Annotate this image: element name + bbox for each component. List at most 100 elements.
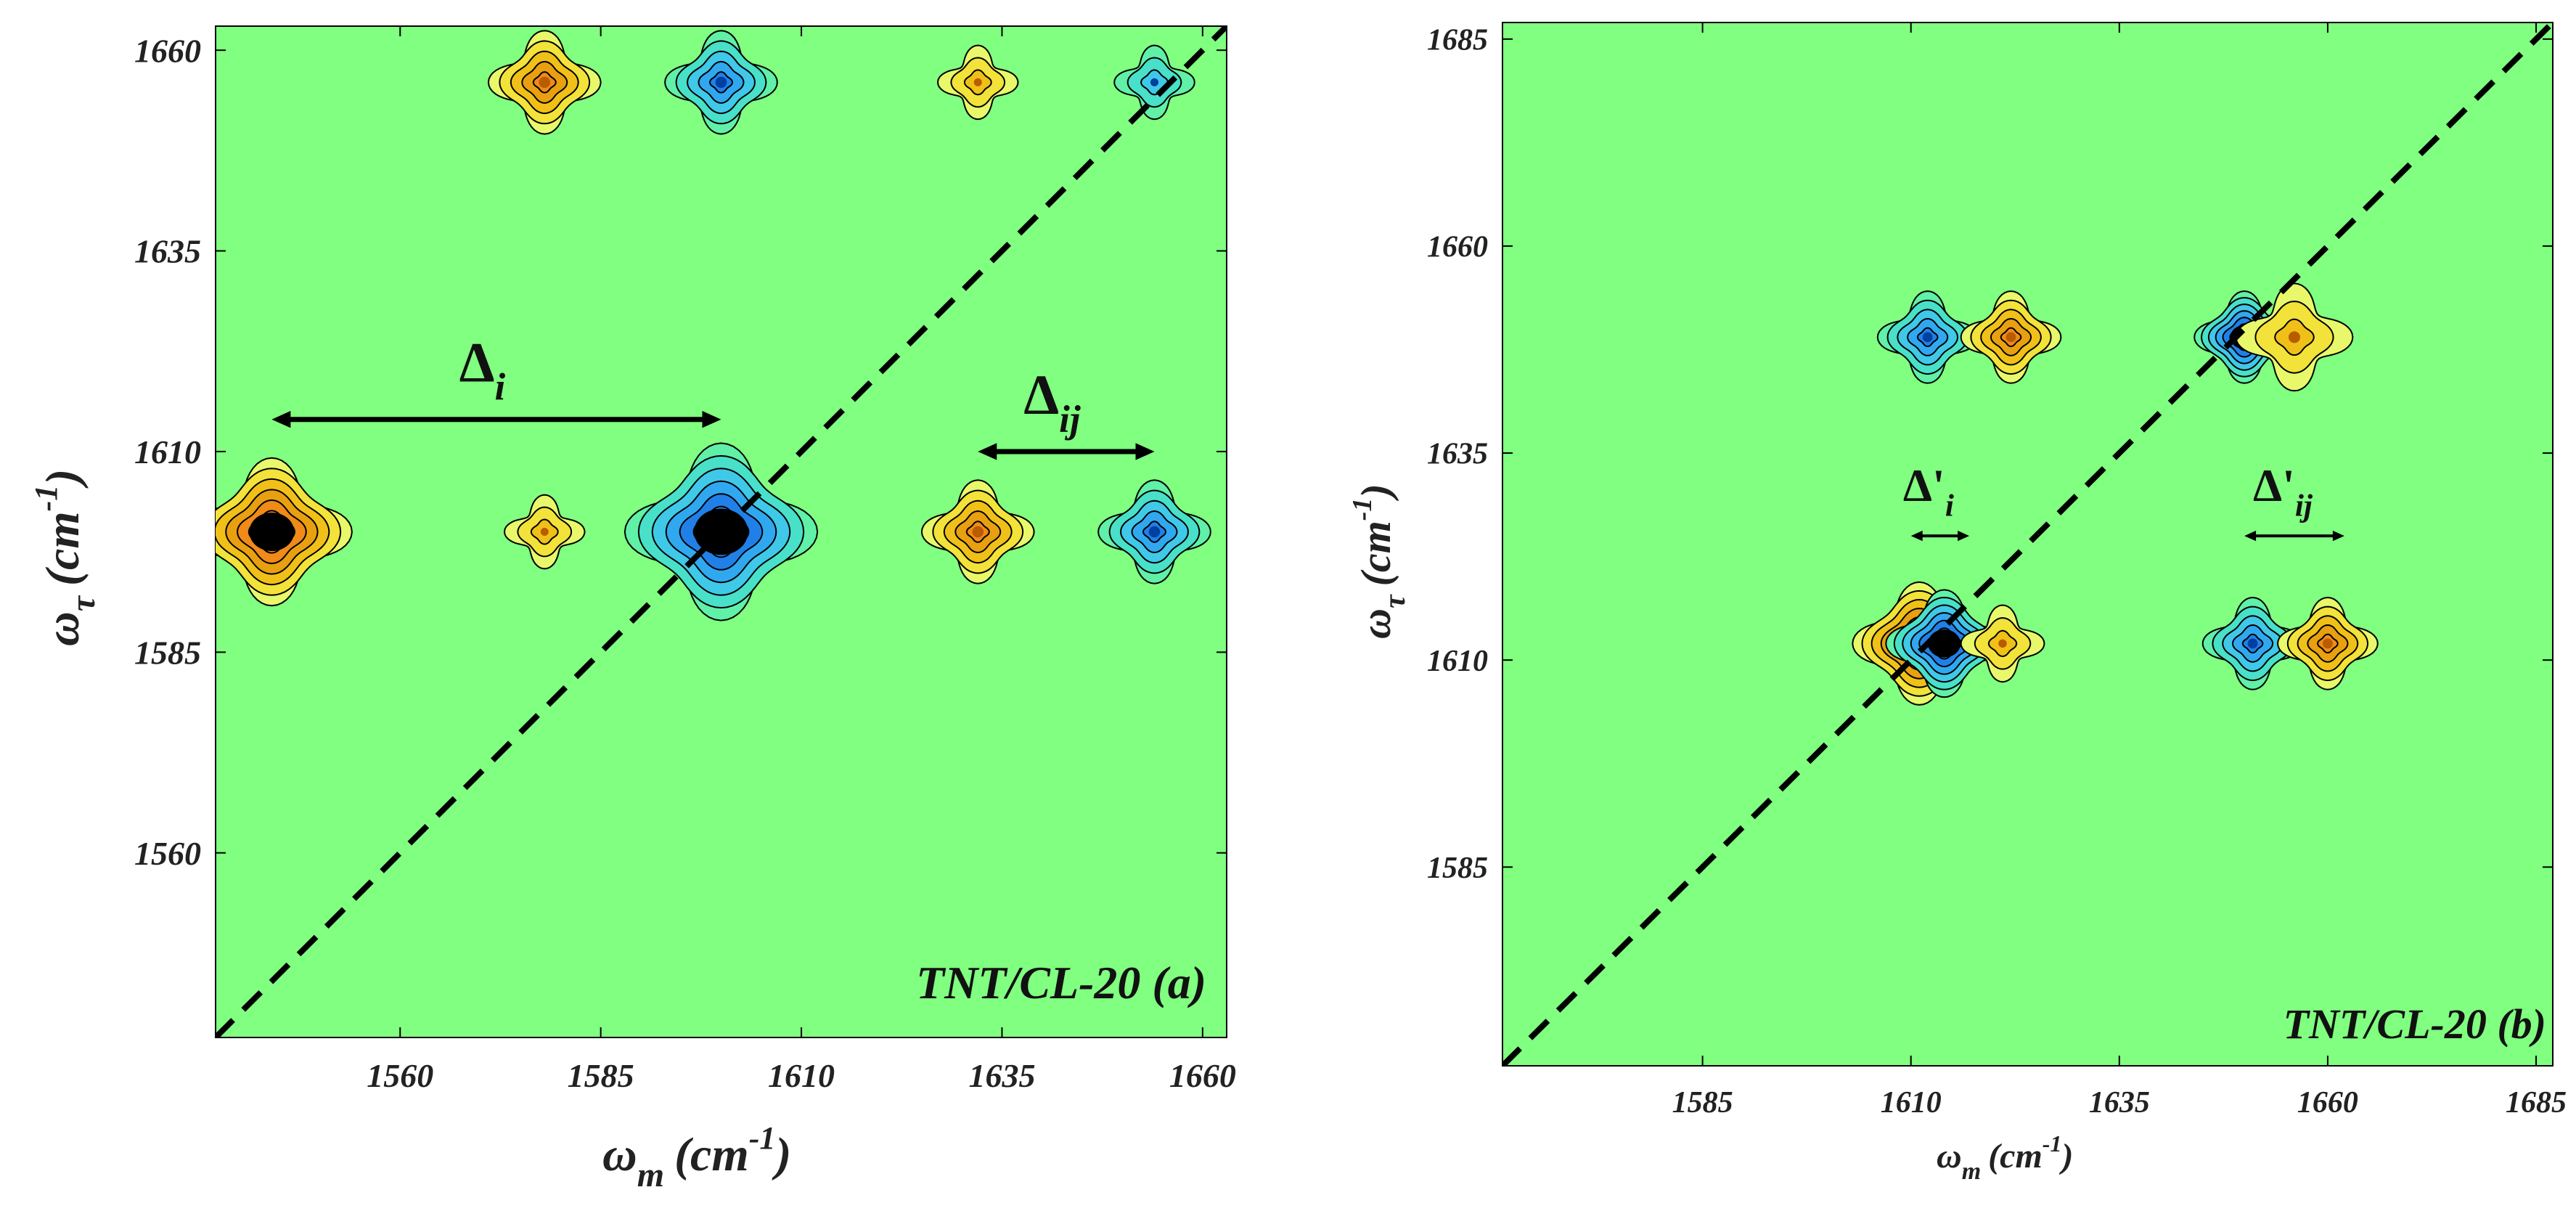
peak-core: [1150, 78, 1159, 86]
panel-a-ylabel-close: ): [36, 469, 89, 489]
annotation-label: Δij: [1023, 363, 1081, 441]
panel-b-annotations: Δ'i Δ'ij: [1903, 460, 2344, 542]
x-tick-label: 1635: [968, 1057, 1035, 1094]
y-tick-label: 1635: [134, 233, 201, 270]
annotation-arrow-2: Δ'ij: [2244, 460, 2344, 542]
annotation-delta: Δ: [1023, 363, 1059, 426]
x-tick-label: 1610: [768, 1057, 835, 1094]
peak-core: [972, 526, 984, 538]
panel-b-x-axis-label: ωm (cm-1): [1937, 1130, 2073, 1185]
peak-positive-7: [1960, 604, 2045, 683]
annotation-arrow-2: Δij: [978, 363, 1155, 460]
panel-b-ylabel-main: ω: [1352, 608, 1399, 639]
peak-core: [2288, 331, 2301, 343]
panel-a-xlabel-close: ): [772, 1128, 791, 1181]
peak-core: [1922, 332, 1933, 343]
panel-b-ylabel-unit: (cm: [1352, 521, 1399, 586]
panel-a-ylabel-main: ω: [36, 611, 89, 646]
panel-a-y-axis-label: ωτ (cm-1): [28, 469, 102, 646]
y-tick-label: 1610: [134, 433, 201, 470]
annotation-subscript: i: [1945, 489, 1954, 523]
panel-b-ylabel-exp: -1: [1347, 498, 1378, 521]
panel-a-ylabel-sub: τ: [64, 595, 102, 611]
arrow-head-right: [702, 411, 721, 428]
annotation-delta: Δ': [2253, 460, 2295, 511]
peak-negative-1: [1876, 290, 1979, 384]
panel-b-x-ticks: 1585 1610 1635 1660 1685: [1672, 23, 2567, 1120]
arrow-head-left: [1910, 530, 1923, 542]
peak-core: [973, 78, 982, 86]
panel-b-xlabel-close: ): [2058, 1137, 2073, 1175]
peak-core: [539, 76, 551, 89]
peak-core: [540, 527, 549, 537]
annotation-label: Δi: [459, 331, 506, 409]
peak-positive-4: [920, 479, 1035, 584]
y-tick-label: 1685: [1427, 24, 1488, 57]
panel-b-xlabel-main: ω: [1937, 1137, 1962, 1175]
panel-a-ylabel-exp: -1: [28, 485, 64, 512]
peak-positive-8: [936, 44, 1019, 121]
panel-a-annotations: Δi Δij: [271, 331, 1155, 460]
annotation-subscript: ij: [1059, 399, 1081, 441]
arrow-head-right: [1958, 530, 1970, 542]
peak-core: [249, 512, 295, 552]
panel-b-title: TNT/CL-20 (b): [2283, 1000, 2546, 1048]
x-tick-label: 1610: [1881, 1086, 1942, 1120]
y-tick-label: 1660: [134, 32, 201, 69]
annotation-subscript: i: [495, 367, 506, 409]
annotation-delta: Δ': [1903, 460, 1945, 511]
annotation-delta: Δ: [459, 331, 495, 394]
x-tick-label: 1585: [568, 1057, 634, 1094]
x-tick-label: 1685: [2506, 1086, 2567, 1120]
panel-a-xlabel-unit: (cm: [674, 1128, 749, 1181]
peak-core: [1998, 639, 2007, 648]
panel-a-ylabel-unit: (cm: [36, 511, 89, 586]
panel-b-ylabel-sub: τ: [1378, 594, 1412, 608]
x-tick-label: 1660: [2297, 1086, 2358, 1120]
x-tick-label: 1660: [1169, 1057, 1236, 1094]
peak-positive-9: [2276, 596, 2379, 690]
peak-negative-5: [1097, 479, 1211, 584]
peak-core: [2005, 332, 2016, 343]
arrow-head-right: [2332, 530, 2344, 542]
panel-b-xlabel-exp: -1: [2043, 1130, 2062, 1157]
peak-positive-2: [503, 494, 586, 570]
annotation-label: Δ'ij: [2253, 460, 2313, 523]
panel-a-title: TNT/CL-20 (a): [916, 957, 1206, 1008]
panel-a: Δi Δij 1560 1585 1610 1635 1660 1560158516101…: [28, 25, 1236, 1194]
annotation-arrow-1: Δ'i: [1903, 460, 1970, 542]
panel-b-diagonal-line: [1502, 23, 2553, 1066]
panel-a-y-ticks: 1560 1585 1610 1635 1660: [134, 32, 1227, 872]
panel-a-xlabel-sub: m: [637, 1156, 664, 1194]
arrow-head-left: [978, 443, 997, 460]
x-tick-label: 1585: [1672, 1086, 1733, 1120]
y-tick-label: 1585: [134, 634, 201, 671]
x-tick-label: 1635: [2089, 1086, 2150, 1120]
y-tick-label: 1560: [134, 835, 201, 872]
peak-core: [2247, 638, 2258, 649]
x-tick-label: 1560: [367, 1057, 433, 1094]
panel-a-xlabel-main: ω: [602, 1128, 637, 1181]
arrow-head-left: [2244, 530, 2257, 542]
peak-core: [715, 76, 727, 89]
arrow-head-right: [1135, 443, 1155, 460]
peak-positive-1: [216, 457, 353, 607]
y-tick-label: 1660: [1427, 231, 1488, 264]
peak-negative-8: [2201, 596, 2304, 690]
peak-positive-6: [487, 30, 602, 135]
peak-core: [2323, 638, 2333, 649]
panel-b-xlabel-sub: m: [1962, 1158, 1981, 1185]
peak-core: [1148, 526, 1161, 538]
peak-negative-7: [664, 30, 778, 135]
panel-b-ylabel-close: ): [1352, 484, 1399, 501]
peak-positive-2: [1960, 290, 2062, 384]
panel-a-diagonal-line: [216, 26, 1227, 1037]
panel-b: Δ'i Δ'ij 1585 1610 1635 1660 1685 15851610163…: [1347, 22, 2567, 1185]
panel-b-y-ticks: 1585 1610 1635 1660 1685: [1427, 24, 2553, 885]
y-tick-label: 1585: [1427, 852, 1488, 885]
panel-b-xlabel-unit: (cm: [1988, 1137, 2043, 1175]
panel-a-x-ticks: 1560 1585 1610 1635 1660: [367, 26, 1236, 1094]
annotation-label: Δ'i: [1903, 460, 1954, 523]
annotation-subscript: ij: [2295, 489, 2313, 523]
